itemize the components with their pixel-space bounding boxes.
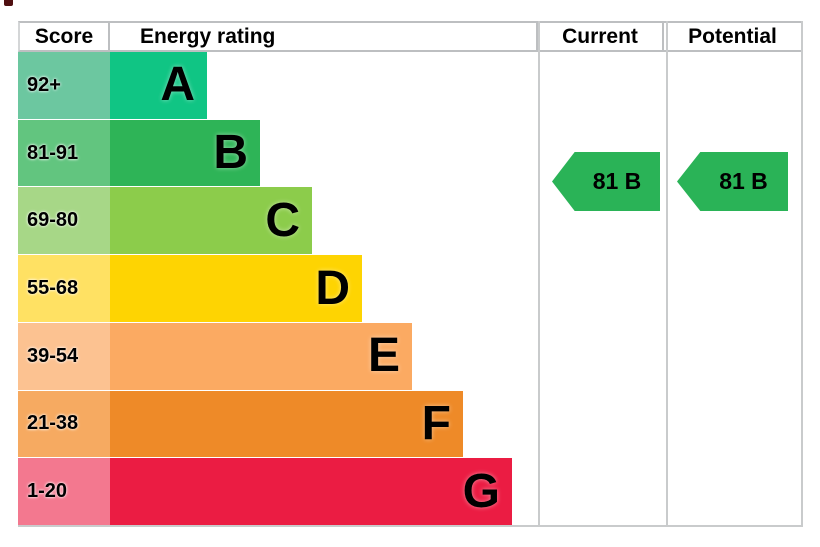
rating-letter-b: B (213, 126, 248, 180)
rating-bar-e: E (110, 322, 412, 390)
rating-letter-a: A (160, 58, 195, 112)
rating-bar-g: G (110, 458, 512, 526)
rating-letter-f: F (421, 396, 451, 450)
rating-letter-d: D (315, 261, 350, 315)
rating-bar-b: B (110, 119, 260, 187)
current-rating-arrow: 81 B (552, 152, 660, 211)
header-current: Current (538, 23, 664, 50)
score-range-a: 92+ (18, 52, 110, 119)
epc-table: Score Energy rating Current Potential 92… (18, 21, 803, 527)
potential-rating-arrow: 81 B (677, 152, 788, 211)
score-range-b: 81-91 (18, 119, 110, 187)
band-row-e: 39-54 E (18, 322, 538, 391)
column-divider-potential (666, 21, 668, 525)
header-energy-rating: Energy rating (110, 23, 538, 50)
header-score: Score (20, 23, 110, 50)
score-range-e: 39-54 (18, 322, 110, 390)
score-range-d: 55-68 (18, 255, 110, 322)
rating-bar-f: F (110, 390, 463, 458)
band-row-g: 1-20 G (18, 458, 538, 526)
bands: 92+ A 81-91 B 69-80 C 55-68 D 39-54 E 21-38 F 1-20 G (18, 52, 538, 526)
band-row-a: 92+ A (18, 52, 538, 120)
column-divider-current (538, 21, 540, 525)
score-range-f: 21-38 (18, 390, 110, 458)
band-row-f: 21-38 F (18, 390, 538, 459)
screenshot-artifact (4, 0, 13, 6)
band-row-c: 69-80 C (18, 187, 538, 256)
current-rating-label: 81 B (592, 168, 642, 194)
rating-bar-c: C (110, 187, 312, 255)
rating-bar-d: D (110, 255, 362, 322)
band-row-b: 81-91 B (18, 119, 538, 188)
score-range-c: 69-80 (18, 187, 110, 255)
potential-rating-label: 81 B (719, 168, 768, 194)
band-row-d: 55-68 D (18, 255, 538, 323)
table-header: Score Energy rating Current Potential (18, 21, 801, 52)
header-potential: Potential (688, 24, 777, 48)
rating-bar-a: A (110, 52, 207, 119)
score-range-g: 1-20 (18, 458, 110, 526)
rating-letter-e: E (367, 329, 400, 383)
rating-letter-g: G (462, 464, 500, 518)
rating-letter-c: C (265, 193, 300, 247)
